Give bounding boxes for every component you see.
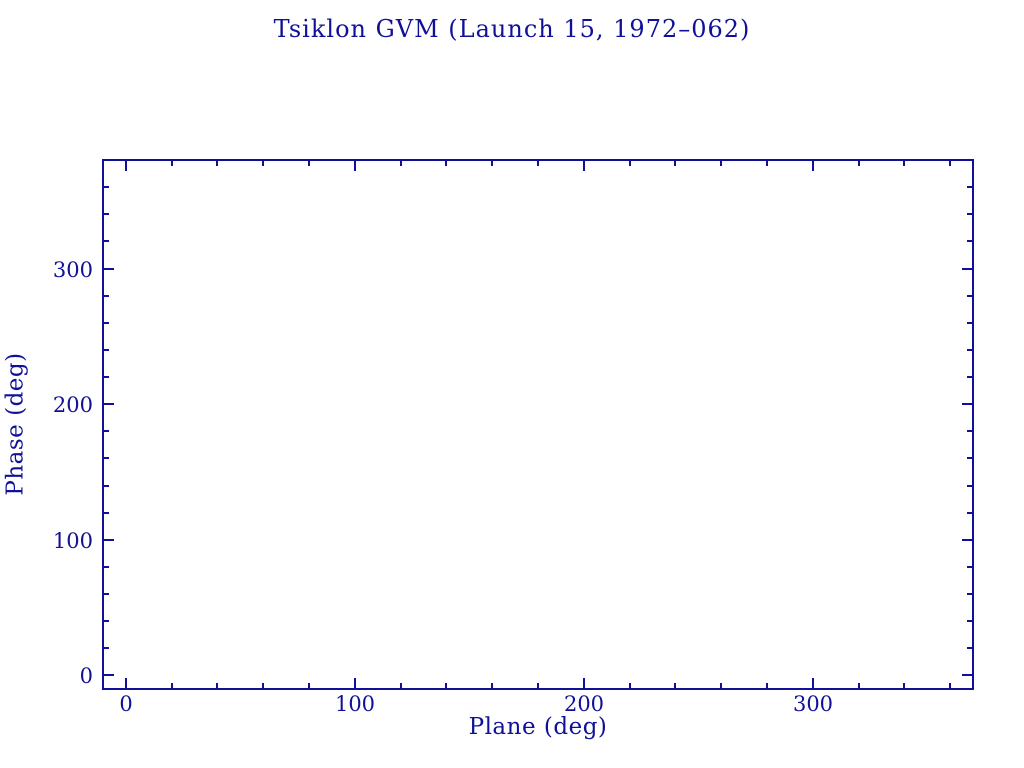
x-tick-label: 0 xyxy=(119,692,132,716)
y-tick-label: 0 xyxy=(80,664,93,688)
y-tick-label: 300 xyxy=(53,258,93,282)
chart-title: Tsiklon GVM (Launch 15, 1972–062) xyxy=(273,15,751,43)
axes-frame xyxy=(102,159,974,690)
y-tick-label: 100 xyxy=(53,529,93,553)
y-tick-label: 200 xyxy=(53,393,93,417)
x-tick-label: 100 xyxy=(335,692,375,716)
x-tick-label: 300 xyxy=(793,692,833,716)
x-axis-label: Plane (deg) xyxy=(468,714,608,740)
x-tick-label: 200 xyxy=(564,692,604,716)
